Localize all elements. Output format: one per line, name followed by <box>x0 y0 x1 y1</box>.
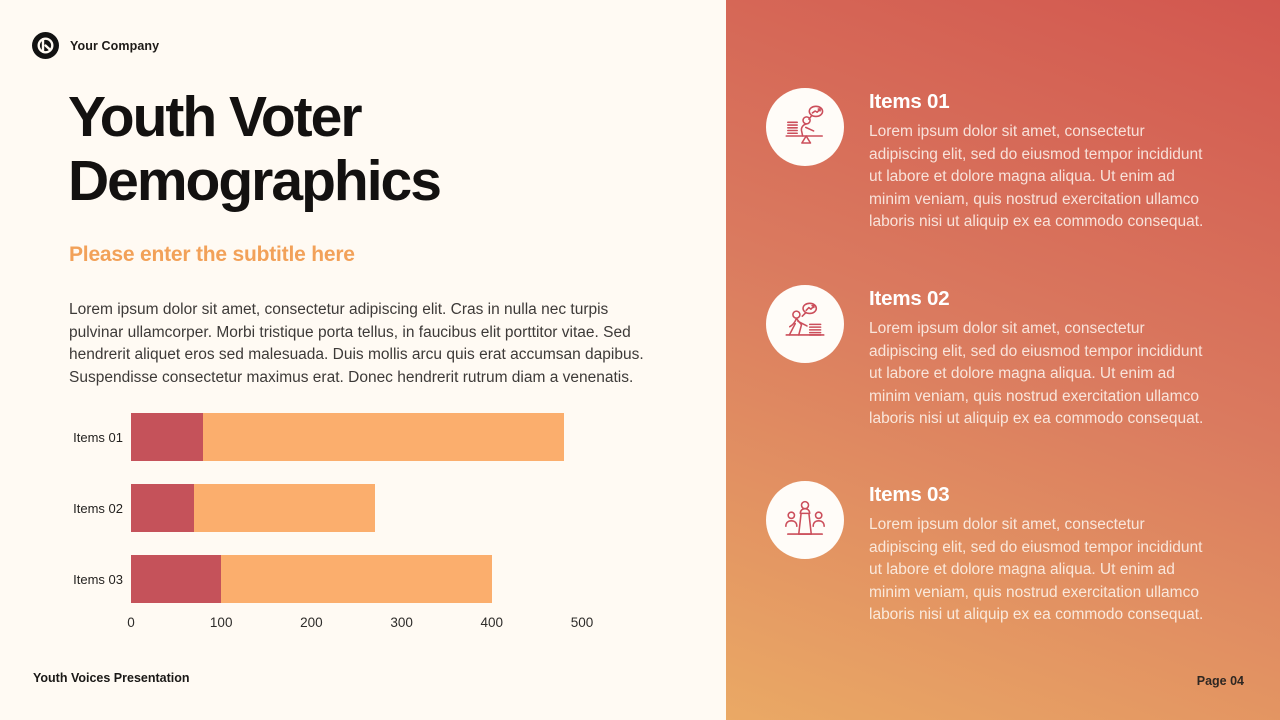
axis-tick-label: 500 <box>570 615 594 630</box>
item-03-icon-circle <box>766 481 844 559</box>
slide-subtitle: Please enter the subtitle here <box>69 243 355 266</box>
bar-chart-rows: Items 01 Items 02 Items 03 <box>69 413 629 603</box>
item-03-text: Items 03 Lorem ipsum dolor sit amet, con… <box>869 481 1211 627</box>
item-01-icon-circle <box>766 88 844 166</box>
item-02-title: Items 02 <box>869 287 950 310</box>
company-name: Your Company <box>70 38 160 53</box>
chart-row: Items 02 <box>69 484 629 532</box>
person-walking-speech-bubble-icon <box>785 302 825 336</box>
person-desk-speech-bubble-icon <box>785 105 824 144</box>
company-logo-icon <box>32 32 59 59</box>
axis-tick-label: 100 <box>209 615 233 630</box>
chart-row: Items 03 <box>69 555 629 603</box>
bar-segment <box>131 413 204 461</box>
item-01-body: Lorem ipsum dolor sit amet, consectetur … <box>869 123 1204 231</box>
bar-chart-x-axis: 0 100 200 300 400 500 <box>127 615 593 633</box>
slide-title: Youth Voter Demographics <box>68 85 442 213</box>
axis-tick-label: 400 <box>480 615 504 630</box>
axis-tick-label: 200 <box>300 615 323 630</box>
group-meeting-podium-icon <box>785 500 825 535</box>
chart-row: Items 01 <box>69 413 629 461</box>
chart-row-label: Items 03 <box>73 571 123 587</box>
item-02-icon-circle <box>766 285 844 363</box>
item-01-title: Items 01 <box>869 90 950 113</box>
bar-segment <box>131 555 222 603</box>
intro-paragraph: Lorem ipsum dolor sit amet, consectetur … <box>69 301 644 386</box>
chart-row-label: Items 01 <box>73 429 123 445</box>
chart-bar-track <box>131 555 582 603</box>
bar-segment <box>194 484 375 532</box>
axis-tick-label: 300 <box>390 615 413 630</box>
item-02-text: Items 02 Lorem ipsum dolor sit amet, con… <box>869 285 1211 431</box>
company-logo-row: Your Company <box>32 32 159 59</box>
item-03-title: Items 03 <box>869 483 950 506</box>
list-item: Items 03 Lorem ipsum dolor sit amet, con… <box>766 481 1246 627</box>
item-03-body: Lorem ipsum dolor sit amet, consectetur … <box>869 516 1204 624</box>
right-gradient-panel: Items 01 Lorem ipsum dolor sit amet, con… <box>726 0 1280 720</box>
item-01-text: Items 01 Lorem ipsum dolor sit amet, con… <box>869 88 1211 234</box>
item-02-body: Lorem ipsum dolor sit amet, consectetur … <box>869 320 1204 428</box>
footer-presentation-name: Youth Voices Presentation <box>33 671 190 685</box>
chart-row-label: Items 02 <box>73 500 123 516</box>
bar-segment <box>221 555 492 603</box>
page-number: Page 04 <box>1196 674 1244 688</box>
list-item: Items 02 Lorem ipsum dolor sit amet, con… <box>766 285 1246 431</box>
chart-bar-track <box>131 413 582 461</box>
bar-segment <box>203 413 564 461</box>
chart-bar-track <box>131 484 582 532</box>
axis-tick-label: 0 <box>127 615 135 630</box>
list-item: Items 01 Lorem ipsum dolor sit amet, con… <box>766 88 1246 234</box>
bar-chart: Items 01 Items 02 Items 03 0 100 200 300 400 50… <box>69 413 629 633</box>
bar-segment <box>131 484 195 532</box>
